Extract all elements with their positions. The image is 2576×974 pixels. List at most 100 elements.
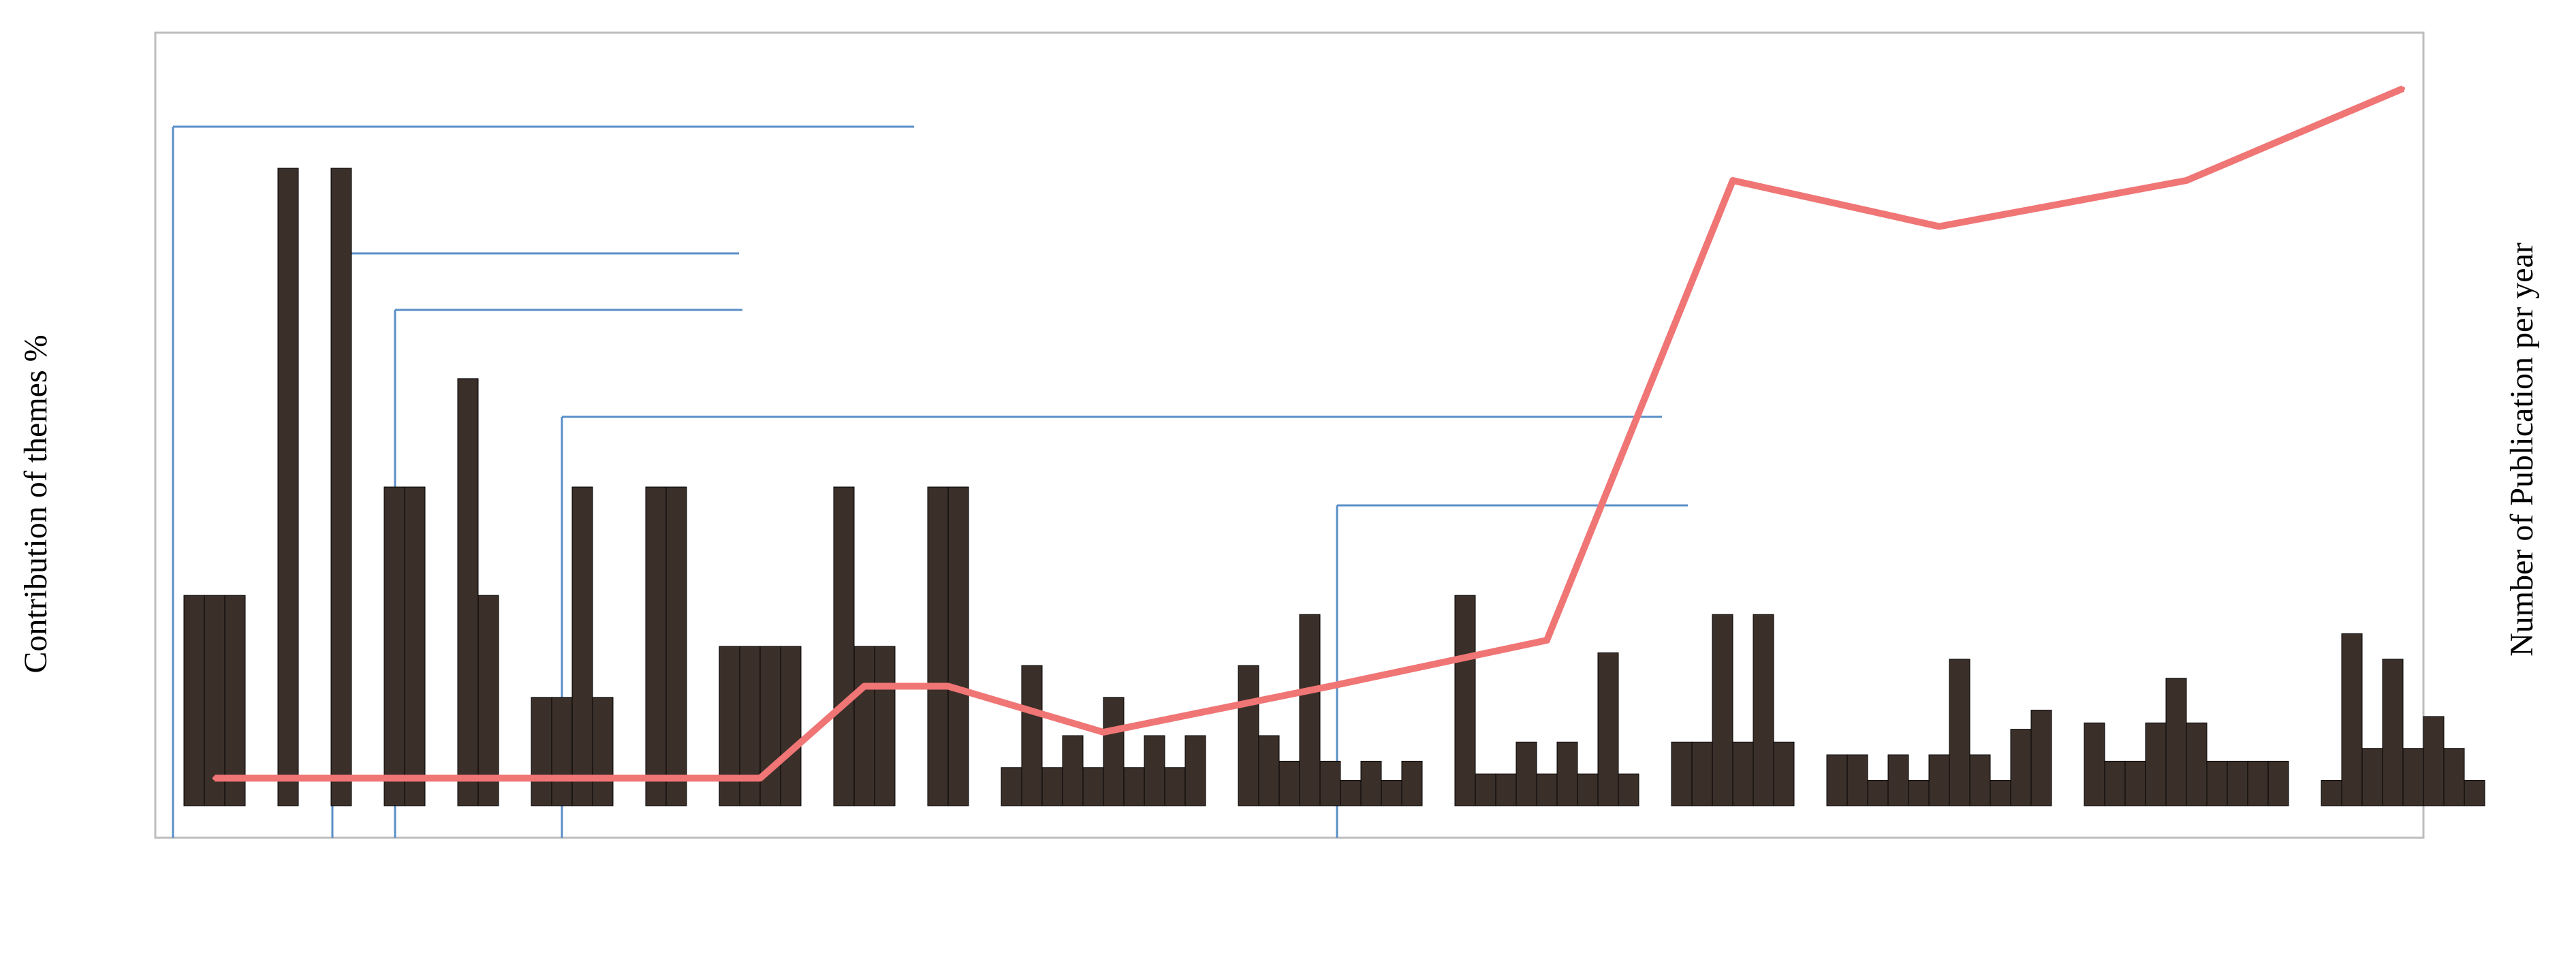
bar [1278,760,1300,806]
bar [1381,780,1402,806]
bar [1144,735,1165,806]
bar [719,646,740,806]
bar [551,697,573,806]
line-point [570,776,574,781]
line-point [1937,224,1941,229]
line-point [862,684,866,689]
bar [1319,760,1341,806]
bar [780,646,802,806]
bar [1184,735,1206,806]
bar [874,646,896,806]
bar [383,486,405,806]
bar [645,486,667,806]
line-point [1101,730,1105,734]
bar [1515,741,1537,806]
bar [1238,665,1259,806]
bar [1618,773,1639,806]
bar [739,646,761,806]
bar [1908,780,1930,806]
bar [457,378,479,806]
line-point [213,776,217,781]
line-point [2184,178,2188,183]
bar [1360,760,1382,806]
bar [1123,767,1145,806]
y-axis-label: Contribution of themes % [18,334,54,673]
bar [1021,665,1043,806]
line-point [476,776,480,781]
bar [571,486,593,806]
bar [1753,614,1774,806]
bar [1041,767,1063,806]
bar [1454,595,1476,806]
line-point [286,776,290,781]
bar [2206,760,2228,806]
bar [404,486,426,806]
bar [2402,748,2424,806]
bar [1691,741,1713,806]
bar [1495,773,1517,806]
bar [2030,710,2052,806]
bar [665,486,687,806]
bar [1258,735,1280,806]
bar [1712,614,1733,806]
bar [1340,780,1362,806]
bar [2247,760,2269,806]
bar [2267,760,2289,806]
bar [1475,773,1496,806]
bar [2104,760,2126,806]
bar [1597,652,1619,806]
bar [1299,614,1321,806]
bar [2361,748,2383,806]
bar [2443,748,2465,806]
line-point [2401,87,2405,91]
bar [759,646,781,806]
bar [1164,767,1186,806]
bar [1928,754,1950,806]
bar [1556,741,1578,806]
bar [1103,697,1125,806]
bar [1001,767,1022,806]
line-point [664,776,668,781]
bar [1401,760,1423,806]
line-point [1328,684,1332,689]
bar [1826,754,1848,806]
bar [1969,754,1991,806]
bar [1082,767,1104,806]
y2-axis-label: Number of Publication per year [2504,242,2540,657]
bar [1536,773,1558,806]
line-point [946,684,950,689]
bar [2186,722,2208,806]
bar [1847,754,1868,806]
plot-frame [154,31,2425,839]
line-point [758,776,762,781]
bar [1773,741,1795,806]
bar [183,595,205,806]
bar [1887,754,1909,806]
bar [2321,780,2342,806]
bar [833,486,855,806]
bar [330,168,352,806]
bar [1671,741,1693,806]
bar [1732,741,1754,806]
bar [1062,735,1084,806]
bar [224,595,246,806]
bar [531,697,552,806]
bar [592,697,614,806]
bar [1990,780,2011,806]
bar [477,595,499,806]
line-point [1731,178,1735,183]
bar [1867,780,1889,806]
line-point [339,776,343,781]
bar [2124,760,2146,806]
line-point [1545,638,1549,642]
bar [2084,722,2105,806]
bar [277,168,299,806]
bar [1577,773,1599,806]
bar [947,486,969,806]
bars [183,168,2485,806]
bar [2464,780,2485,806]
bar [2010,729,2032,806]
bar [2165,678,2187,806]
bar [2145,722,2167,806]
